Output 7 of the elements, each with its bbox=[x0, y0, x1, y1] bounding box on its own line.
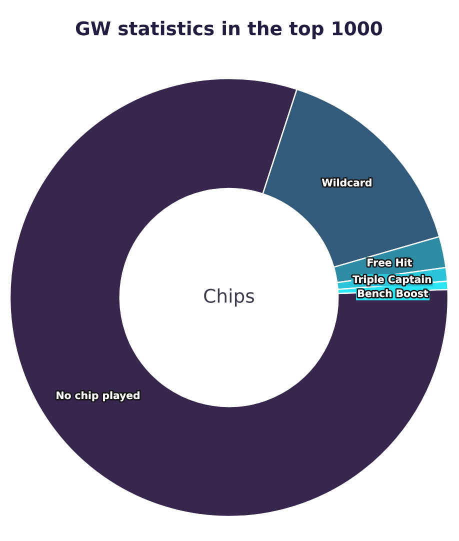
slice-label: Bench Boost bbox=[358, 289, 428, 298]
chart-title: GW statistics in the top 1000 bbox=[76, 20, 382, 40]
slice-label: Free Hit bbox=[368, 258, 412, 266]
text: Chips bbox=[204, 288, 254, 307]
slice-label: Triple Captain bbox=[352, 275, 431, 286]
slice-label: Wildcard bbox=[322, 178, 372, 186]
slice-label: No chip played bbox=[56, 391, 140, 402]
